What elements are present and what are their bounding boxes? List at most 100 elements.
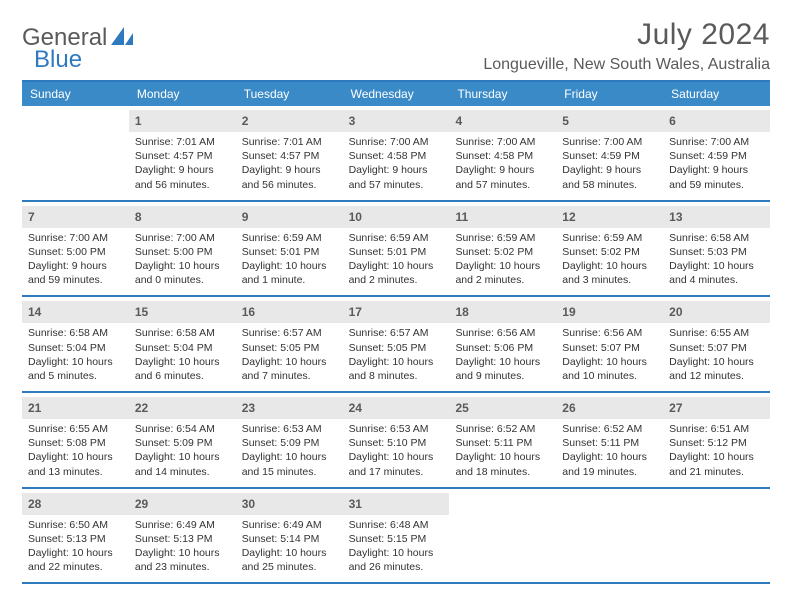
sunset-text: Sunset: 5:06 PM — [455, 341, 550, 355]
day-number: 24 — [349, 401, 362, 415]
sunrise-text: Sunrise: 6:56 AM — [562, 326, 657, 340]
sunrise-text: Sunrise: 7:00 AM — [669, 135, 764, 149]
day2-text: and 57 minutes. — [349, 178, 444, 192]
day1-text: Daylight: 10 hours — [455, 450, 550, 464]
sunset-text: Sunset: 5:09 PM — [135, 436, 230, 450]
week-row: 14Sunrise: 6:58 AMSunset: 5:04 PMDayligh… — [22, 297, 770, 393]
day-number: 3 — [349, 114, 356, 128]
day-cell — [449, 489, 556, 583]
day-cell: 21Sunrise: 6:55 AMSunset: 5:08 PMDayligh… — [22, 393, 129, 487]
day-cell: 30Sunrise: 6:49 AMSunset: 5:14 PMDayligh… — [236, 489, 343, 583]
day-number-row: 5 — [556, 110, 663, 132]
sunset-text: Sunset: 4:57 PM — [135, 149, 230, 163]
day1-text: Daylight: 10 hours — [349, 546, 444, 560]
day2-text: and 10 minutes. — [562, 369, 657, 383]
day-number-row: 25 — [449, 397, 556, 419]
sunrise-text: Sunrise: 6:54 AM — [135, 422, 230, 436]
sunset-text: Sunset: 5:02 PM — [455, 245, 550, 259]
day2-text: and 0 minutes. — [135, 273, 230, 287]
day-number: 20 — [669, 305, 682, 319]
sunrise-text: Sunrise: 6:49 AM — [135, 518, 230, 532]
day-cell: 24Sunrise: 6:53 AMSunset: 5:10 PMDayligh… — [343, 393, 450, 487]
week-row: 21Sunrise: 6:55 AMSunset: 5:08 PMDayligh… — [22, 393, 770, 489]
day-number: 17 — [349, 305, 362, 319]
day1-text: Daylight: 10 hours — [455, 259, 550, 273]
day-number: 21 — [28, 401, 41, 415]
day1-text: Daylight: 9 hours — [562, 163, 657, 177]
day2-text: and 13 minutes. — [28, 465, 123, 479]
sunset-text: Sunset: 5:03 PM — [669, 245, 764, 259]
sunset-text: Sunset: 5:13 PM — [135, 532, 230, 546]
day2-text: and 14 minutes. — [135, 465, 230, 479]
sunrise-text: Sunrise: 7:01 AM — [135, 135, 230, 149]
sunset-text: Sunset: 5:01 PM — [349, 245, 444, 259]
weekday-header: Tuesday — [236, 82, 343, 106]
sunrise-text: Sunrise: 7:00 AM — [28, 231, 123, 245]
day-number-row: 30 — [236, 493, 343, 515]
day-cell: 1Sunrise: 7:01 AMSunset: 4:57 PMDaylight… — [129, 106, 236, 200]
day2-text: and 59 minutes. — [669, 178, 764, 192]
day-number: 14 — [28, 305, 41, 319]
day-cell: 15Sunrise: 6:58 AMSunset: 5:04 PMDayligh… — [129, 297, 236, 391]
day1-text: Daylight: 9 hours — [349, 163, 444, 177]
sunrise-text: Sunrise: 6:50 AM — [28, 518, 123, 532]
logo-sail-icon — [111, 27, 133, 50]
sunrise-text: Sunrise: 7:00 AM — [349, 135, 444, 149]
day-number: 23 — [242, 401, 255, 415]
week-row: 7Sunrise: 7:00 AMSunset: 5:00 PMDaylight… — [22, 202, 770, 298]
sunrise-text: Sunrise: 6:58 AM — [669, 231, 764, 245]
sunset-text: Sunset: 5:11 PM — [562, 436, 657, 450]
day2-text: and 18 minutes. — [455, 465, 550, 479]
day-number-row: 24 — [343, 397, 450, 419]
sunset-text: Sunset: 5:14 PM — [242, 532, 337, 546]
day-number: 31 — [349, 497, 362, 511]
weekday-header: Saturday — [663, 82, 770, 106]
day-number-row: 19 — [556, 301, 663, 323]
day-cell: 13Sunrise: 6:58 AMSunset: 5:03 PMDayligh… — [663, 202, 770, 296]
weekday-header: Thursday — [449, 82, 556, 106]
sunrise-text: Sunrise: 7:00 AM — [135, 231, 230, 245]
day-cell: 23Sunrise: 6:53 AMSunset: 5:09 PMDayligh… — [236, 393, 343, 487]
day1-text: Daylight: 10 hours — [669, 259, 764, 273]
sunset-text: Sunset: 5:15 PM — [349, 532, 444, 546]
day-number: 19 — [562, 305, 575, 319]
day2-text: and 9 minutes. — [455, 369, 550, 383]
day2-text: and 3 minutes. — [562, 273, 657, 287]
sunrise-text: Sunrise: 7:00 AM — [455, 135, 550, 149]
day1-text: Daylight: 10 hours — [28, 355, 123, 369]
day1-text: Daylight: 10 hours — [28, 450, 123, 464]
sunset-text: Sunset: 5:02 PM — [562, 245, 657, 259]
sunset-text: Sunset: 4:57 PM — [242, 149, 337, 163]
day-cell: 19Sunrise: 6:56 AMSunset: 5:07 PMDayligh… — [556, 297, 663, 391]
sunrise-text: Sunrise: 6:59 AM — [562, 231, 657, 245]
day-number: 6 — [669, 114, 676, 128]
week-row: 28Sunrise: 6:50 AMSunset: 5:13 PMDayligh… — [22, 489, 770, 585]
day-cell: 17Sunrise: 6:57 AMSunset: 5:05 PMDayligh… — [343, 297, 450, 391]
day1-text: Daylight: 10 hours — [349, 450, 444, 464]
day-number: 30 — [242, 497, 255, 511]
day-number: 25 — [455, 401, 468, 415]
day-number: 27 — [669, 401, 682, 415]
sunset-text: Sunset: 5:12 PM — [669, 436, 764, 450]
day1-text: Daylight: 10 hours — [242, 450, 337, 464]
day2-text: and 1 minute. — [242, 273, 337, 287]
day-number-row: 26 — [556, 397, 663, 419]
day-number-row: 16 — [236, 301, 343, 323]
sunset-text: Sunset: 5:01 PM — [242, 245, 337, 259]
sunrise-text: Sunrise: 6:57 AM — [242, 326, 337, 340]
day2-text: and 58 minutes. — [562, 178, 657, 192]
day-number: 9 — [242, 210, 249, 224]
day-number: 22 — [135, 401, 148, 415]
sunset-text: Sunset: 5:04 PM — [135, 341, 230, 355]
day2-text: and 56 minutes. — [242, 178, 337, 192]
day1-text: Daylight: 10 hours — [562, 355, 657, 369]
day-number-row: 22 — [129, 397, 236, 419]
day-number: 2 — [242, 114, 249, 128]
day1-text: Daylight: 9 hours — [669, 163, 764, 177]
sunset-text: Sunset: 5:00 PM — [135, 245, 230, 259]
sunrise-text: Sunrise: 6:53 AM — [242, 422, 337, 436]
day1-text: Daylight: 10 hours — [562, 259, 657, 273]
sunrise-text: Sunrise: 6:53 AM — [349, 422, 444, 436]
day-number: 16 — [242, 305, 255, 319]
sunset-text: Sunset: 4:58 PM — [349, 149, 444, 163]
